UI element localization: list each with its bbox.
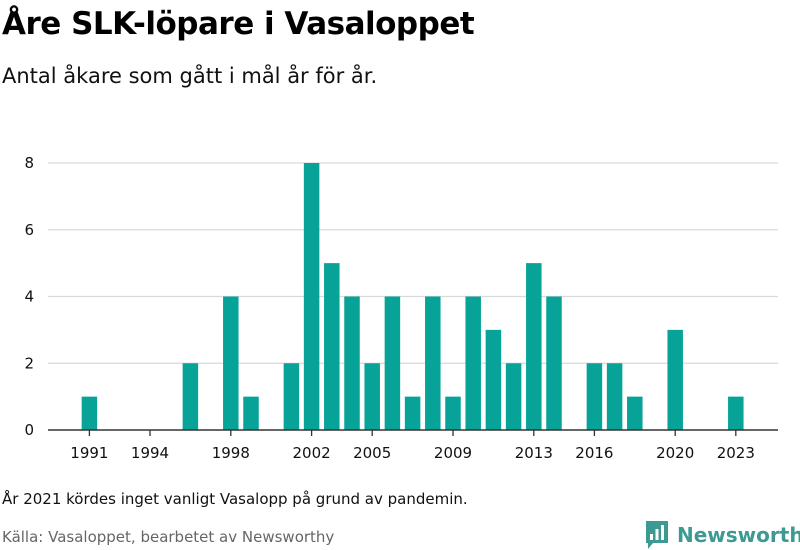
bar-2020 xyxy=(667,329,683,430)
bar-2023 xyxy=(728,396,744,430)
y-tick-label: 8 xyxy=(24,154,34,172)
bar-1999 xyxy=(243,396,259,430)
x-tick-label: 1991 xyxy=(70,444,108,462)
chart-title: Åre SLK-löpare i Vasaloppet xyxy=(2,6,475,42)
bar-2009 xyxy=(445,396,461,430)
bar-2001 xyxy=(283,363,300,430)
bar-1998 xyxy=(223,296,239,430)
bar-2006 xyxy=(384,296,401,430)
x-tick-label: 2013 xyxy=(515,444,553,462)
bar-2002 xyxy=(303,163,320,430)
footnote: År 2021 kördes inget vanligt Vasalopp på… xyxy=(2,490,468,508)
bar-2003 xyxy=(324,263,340,430)
logo-text: Newsworthy xyxy=(677,523,800,547)
chart-subtitle: Antal åkare som gått i mål år för år. xyxy=(2,64,378,88)
bar-1996 xyxy=(182,363,199,430)
bar-chart: 0 2 4 6 8 1991 1994 1998 2002 2005 2009 2013 2016 202… xyxy=(24,154,778,462)
bar-2018 xyxy=(627,396,643,430)
bar-2007 xyxy=(404,396,421,430)
y-tick-label: 2 xyxy=(24,354,34,372)
x-tick-label: 2005 xyxy=(353,444,391,462)
bar-2005 xyxy=(364,363,380,430)
x-tick-label: 2016 xyxy=(575,444,613,462)
bar-2017 xyxy=(606,363,623,430)
bar-2010 xyxy=(465,296,481,430)
x-tick-label: 2023 xyxy=(717,444,755,462)
y-tick-label: 4 xyxy=(24,288,34,306)
bar-2004 xyxy=(344,296,360,430)
bar-1991 xyxy=(81,396,98,430)
x-tick-label: 1998 xyxy=(212,444,250,462)
newsworthy-logo: Newsworthy xyxy=(645,520,800,550)
y-tick-label: 0 xyxy=(24,421,34,439)
x-tick-label: 2002 xyxy=(293,444,331,462)
x-tick-label: 2009 xyxy=(434,444,472,462)
bar-2011 xyxy=(485,329,502,430)
bar-2016 xyxy=(586,363,603,430)
bar-2012 xyxy=(505,363,522,430)
x-tick-label: 1994 xyxy=(131,444,169,462)
bar-2013 xyxy=(526,263,542,430)
x-tick-label: 2020 xyxy=(656,444,694,462)
bar-2014 xyxy=(546,296,562,430)
y-tick-label: 6 xyxy=(24,221,34,239)
source-text: Källa: Vasaloppet, bearbetet av Newswort… xyxy=(2,528,335,546)
bar-2008 xyxy=(425,296,441,430)
newsworthy-logo-icon xyxy=(646,521,668,549)
